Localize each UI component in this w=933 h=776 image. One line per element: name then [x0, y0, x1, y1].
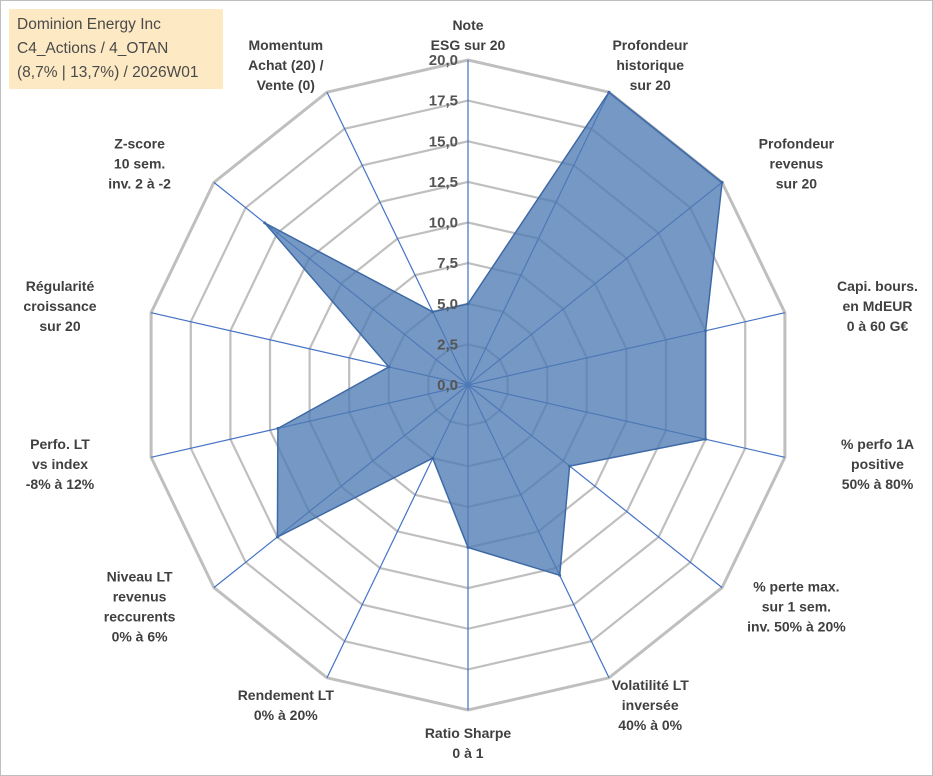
data-point [431, 456, 435, 460]
axis-label: Momentum Achat (20) / Vente (0) [248, 37, 324, 93]
tick-label: 5,0 [437, 296, 458, 313]
tick-label: 0,0 [437, 377, 458, 394]
data-point [558, 573, 562, 577]
radar-series [263, 90, 724, 577]
tick-label: 10,0 [429, 215, 458, 232]
axis-label: % perfo 1A positive 50% à 80% [841, 436, 914, 492]
data-point [263, 221, 267, 225]
title-line-company: Dominion Energy Inc [17, 16, 161, 33]
axis-label: Profondeur revenus sur 20 [759, 136, 835, 192]
data-point [704, 437, 708, 441]
radar-tick-labels: 0,0 2,5 5,0 7,5 10,0 12,5 15,0 17,5 20,0 [429, 52, 458, 394]
axis-label: Volatilité LT inversée 40% à 0% [612, 677, 690, 733]
tick-label: 20,0 [429, 52, 458, 69]
axis-label: Perfo. LT vs index -8% à 12% [26, 436, 95, 492]
tick-label: 7,5 [437, 255, 458, 272]
tick-label: 12,5 [429, 174, 458, 191]
data-point [720, 180, 724, 184]
tick-label: 15,0 [429, 133, 458, 150]
data-point [704, 329, 708, 333]
title-line-category: C4_Actions / 4_OTAN [17, 40, 169, 57]
data-point [275, 535, 279, 539]
axis-label: Note ESG sur 20 [431, 17, 506, 53]
axis-label: % perte max. sur 1 sem. inv. 50% à 20% [747, 578, 846, 634]
series-area [264, 91, 723, 577]
data-point [466, 302, 470, 306]
title-line-stats: (8,7% | 13,7%) / 2026W01 [17, 64, 199, 81]
data-point [466, 546, 470, 549]
data-point [387, 365, 391, 369]
axis-label: Z-score 10 sem. inv. 2 à -2 [108, 136, 171, 192]
tick-label: 17,5 [429, 93, 458, 110]
data-point [568, 464, 572, 468]
axis-label: Régularité croissance sur 20 [23, 278, 96, 334]
chart-title-box: Dominion Energy Inc C4_Actions / 4_OTAN … [9, 9, 223, 89]
axis-label: Ratio Sharpe 0 à 1 [425, 725, 512, 761]
tick-label: 2,5 [437, 336, 458, 353]
axis-label: Rendement LT 0% à 20% [238, 687, 335, 723]
data-point [276, 426, 280, 430]
radar-axis-labels: Note ESG sur 20 Profondeur historique sur 20… [23, 17, 918, 761]
data-point [607, 90, 611, 94]
data-point [431, 310, 435, 314]
axis-label: Capi. bours. en MdEUR 0 à 60 G€ [837, 278, 918, 334]
axis-label: Niveau LT revenus reccurents 0% à 6% [104, 568, 176, 644]
axis-label: Profondeur historique sur 20 [612, 37, 688, 93]
